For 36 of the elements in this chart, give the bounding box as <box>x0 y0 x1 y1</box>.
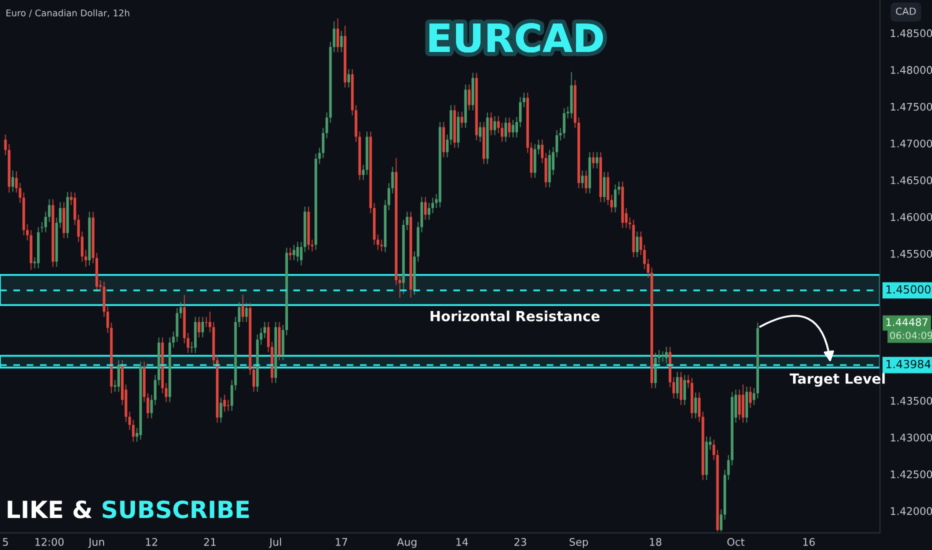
x-tick-label: 12:00 <box>35 538 64 546</box>
y-tick-label: 1.48500 <box>890 29 932 38</box>
x-tick-label: 5 <box>2 538 8 546</box>
x-tick-label: 17 <box>336 538 348 546</box>
x-tick-label: 16 <box>803 538 815 546</box>
y-tick-label: 1.42000 <box>890 507 932 516</box>
band-label: Target Level <box>790 373 885 387</box>
y-tick-label: 1.48000 <box>890 66 932 74</box>
ref-line-label: 1.43984 <box>886 360 931 368</box>
text: Euro / Canadian Dollar, 12h <box>6 9 130 18</box>
text: 06:04:09 <box>890 332 932 340</box>
annotation: SUBSCRIBE <box>102 500 249 518</box>
x-tick-label: Aug <box>397 538 416 548</box>
y-tick-label: 1.43500 <box>890 396 932 405</box>
y-tick-label: 1.46000 <box>890 213 932 221</box>
x-tick-label: 21 <box>204 538 216 546</box>
band-label: Horizontal Resistance <box>430 310 600 322</box>
text: 1.44487 <box>886 318 928 326</box>
x-tick-label: Jul <box>268 538 281 548</box>
x-tick-label: 18 <box>650 538 662 546</box>
x-tick-label: 14 <box>456 538 468 546</box>
y-tick-label: 1.46500 <box>890 176 932 184</box>
text: CAD <box>896 8 916 15</box>
y-tick-label: 1.43000 <box>890 434 932 442</box>
y-tick-label: 1.42500 <box>890 470 932 478</box>
y-tick-label: 1.47000 <box>890 140 932 148</box>
y-tick-label: 1.47500 <box>890 102 932 111</box>
x-tick-label: 12 <box>146 538 158 546</box>
x-tick-label: Sep <box>570 538 588 548</box>
y-tick-label: 1.45500 <box>890 250 932 258</box>
x-tick-label: Jun <box>88 538 104 548</box>
x-tick-label: 23 <box>514 538 526 546</box>
x-tick-label: Oct <box>727 538 745 546</box>
ref-line-label: 1.45000 <box>886 285 930 294</box>
annotation: LIKE & <box>8 500 92 518</box>
chart-title: EURCAD <box>429 23 603 53</box>
